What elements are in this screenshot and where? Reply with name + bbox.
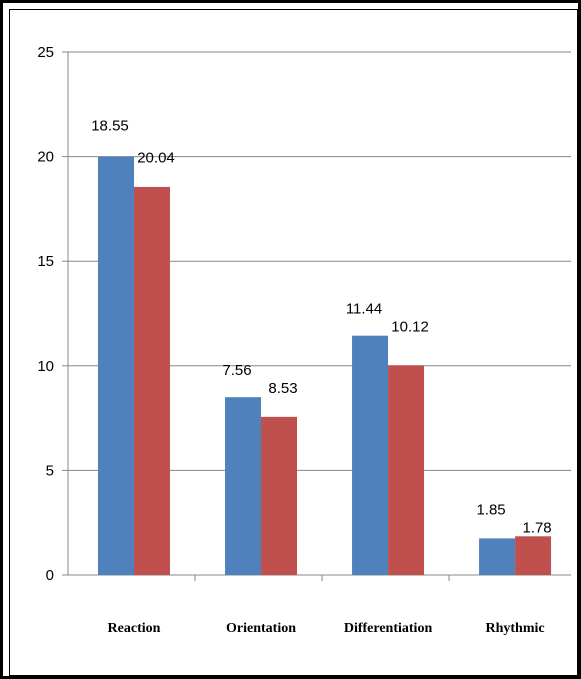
chart-inner-border [9, 9, 578, 676]
bar [261, 416, 298, 575]
data-label: 8.53 [268, 380, 297, 397]
x-category-label: Orientation [226, 621, 296, 636]
x-category-label: Rhythmic [485, 621, 544, 636]
bar [479, 538, 516, 575]
bar [98, 156, 134, 575]
data-label: 7.56 [222, 362, 251, 379]
data-label: 1.78 [522, 519, 551, 536]
bar [134, 186, 170, 575]
data-label: 11.44 [346, 301, 382, 318]
y-tick-label: 10 [37, 358, 54, 375]
x-category-label: Differentiation [344, 621, 433, 636]
bar [352, 335, 389, 575]
y-tick-label: 25 [37, 44, 54, 61]
y-tick-label: 15 [37, 253, 54, 270]
data-label: 1.85 [476, 501, 505, 518]
x-category-label: Reaction [108, 621, 161, 636]
y-tick-label: 5 [46, 462, 54, 479]
bar [225, 397, 262, 575]
y-tick-label: 0 [46, 567, 54, 584]
bar [388, 365, 425, 575]
y-tick-label: 20 [37, 149, 54, 166]
data-label: 18.55 [91, 118, 129, 135]
bar [515, 536, 552, 575]
data-label: 20.04 [137, 150, 175, 167]
data-label: 10.12 [391, 319, 429, 336]
